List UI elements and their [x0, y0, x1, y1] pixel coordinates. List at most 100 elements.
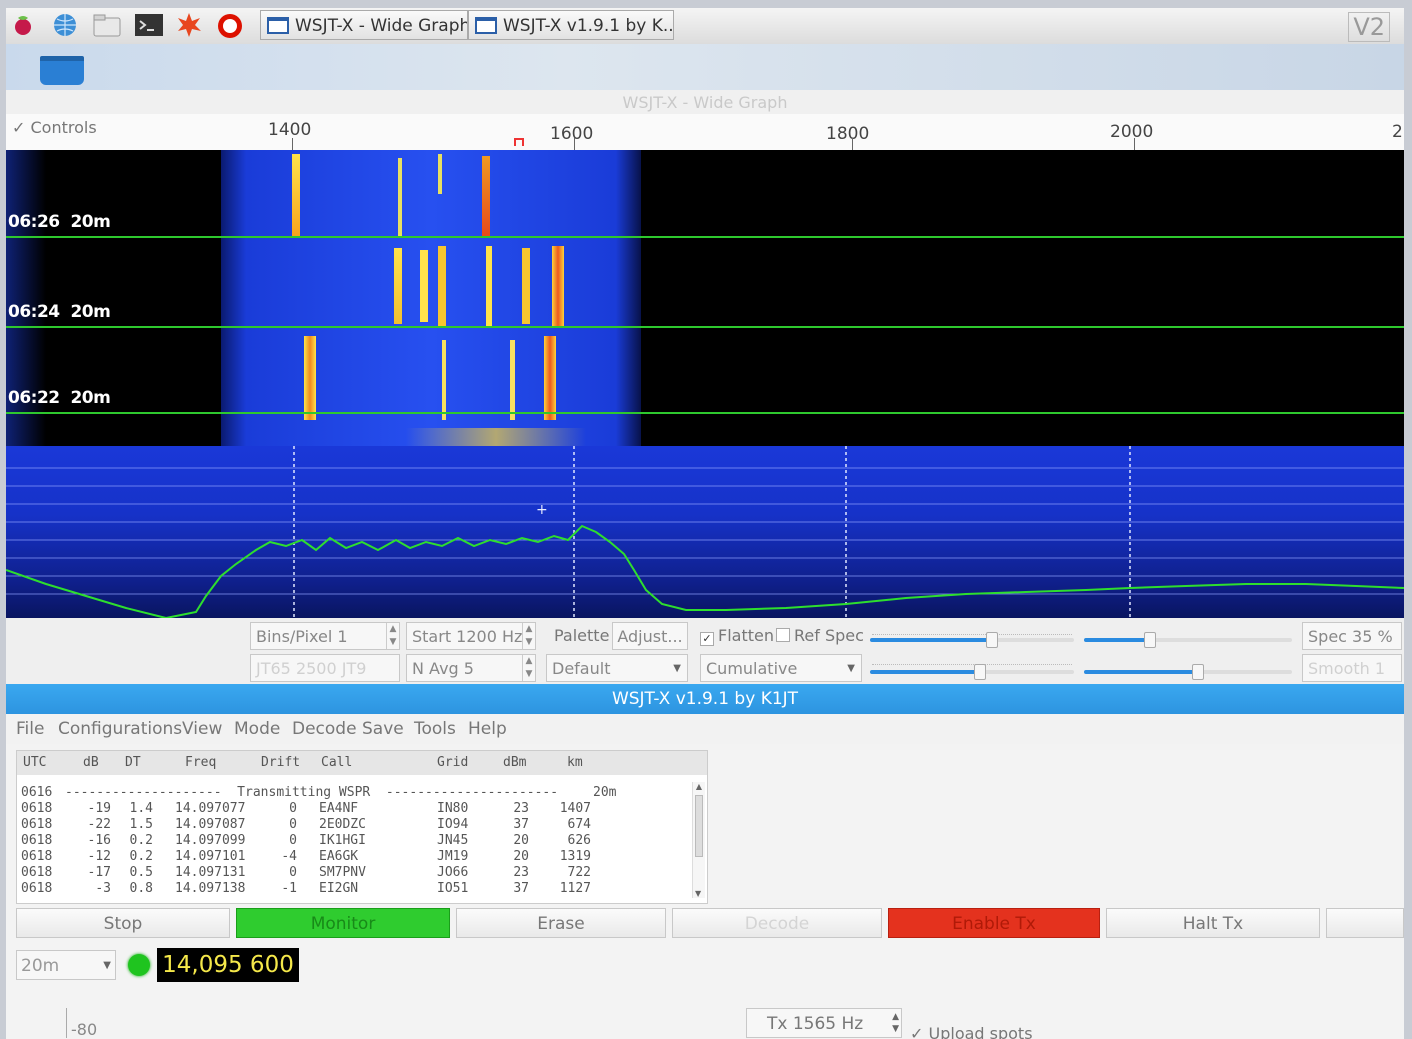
scroll-up-icon[interactable]: ▲ [695, 782, 703, 791]
menu-save[interactable]: Save [362, 719, 404, 739]
cell-db: -19 [87, 801, 111, 816]
cell-call: 2E0DZC [319, 817, 366, 832]
palette-select[interactable]: Default ▼ [546, 654, 688, 682]
burst-app-icon[interactable] [176, 12, 202, 38]
zero-slider[interactable] [1084, 632, 1292, 648]
spectrum-plot[interactable]: + [6, 446, 1404, 618]
file-manager-icon[interactable] [92, 12, 121, 38]
slider-knob[interactable] [1144, 632, 1156, 648]
menu-help[interactable]: Help [468, 719, 507, 739]
window-icon [267, 17, 289, 34]
tx-frequency-spinbox[interactable]: Tx 1565 Hz ▲ ▼ [746, 1008, 902, 1038]
upload-spots-checkbox[interactable]: ✓ Upload spots [910, 1024, 1033, 1039]
avg-slider[interactable] [870, 664, 1074, 680]
menu-mode[interactable]: Mode [234, 719, 281, 739]
tx-frequency-marker[interactable] [514, 138, 524, 146]
task-wsjtx-main[interactable]: WSJT-X v1.9.1 by K... [468, 10, 674, 40]
table-row[interactable]: 0618 -19 1.4 14.097077 0 EA4NF IN80 23 1407 [17, 801, 707, 817]
task-wide-graph[interactable]: WSJT-X - Wide Graph [260, 10, 468, 40]
band-select[interactable]: 20m ▼ [16, 950, 116, 980]
cell-freq: 14.097087 [175, 817, 246, 832]
slider-knob[interactable] [1192, 664, 1204, 680]
cell-freq: 14.097138 [175, 881, 246, 896]
cell-call: EA6GK [319, 849, 359, 864]
wspr-trace [442, 340, 446, 420]
adjust-button[interactable]: Adjust... [612, 622, 688, 650]
decode-scrollbar[interactable]: ▲ ▼ [692, 782, 705, 898]
cell-db: -17 [87, 865, 111, 880]
menu-configurations[interactable]: Configurations [58, 719, 183, 739]
cell-freq: 14.097101 [175, 849, 246, 864]
cell-dbm: 37 [513, 881, 529, 896]
decode-button[interactable]: Decode [672, 908, 882, 938]
menu-bar: File Configurations View Mode Decode Sav… [6, 714, 1404, 744]
wspr-trace [510, 340, 515, 420]
controls-checkbox[interactable]: ✓ Controls [12, 118, 97, 137]
cell-drift: 0 [289, 865, 297, 880]
enable-tx-button[interactable]: Enable Tx [888, 908, 1100, 938]
spin-arrows-icon[interactable]: ▲ ▼ [892, 1012, 899, 1034]
cell-call: EA4NF [319, 801, 359, 816]
flatten-checkbox[interactable]: ✓ Flatten [700, 626, 774, 646]
signal-band [221, 150, 641, 446]
menu-file[interactable]: File [16, 719, 45, 739]
scroll-thumb[interactable] [695, 795, 703, 857]
wspr-trace [304, 336, 316, 420]
spec-percent-spinbox[interactable]: Spec 35 % [1302, 622, 1402, 650]
spin-arrows-icon[interactable]: ▲ ▼ [522, 655, 535, 681]
trash-icon[interactable] [40, 56, 84, 85]
timestamp-line [6, 326, 1404, 328]
monitor-button[interactable]: Monitor [236, 908, 450, 938]
overflow-button[interactable] [1326, 908, 1404, 938]
stop-button[interactable]: Stop [16, 908, 230, 938]
table-row[interactable]: 0618 -16 0.2 14.097099 0 IK1HGI JN45 20 626 [17, 833, 707, 849]
scroll-down-icon[interactable]: ▼ [695, 889, 702, 898]
spectrum-mode-select[interactable]: Cumulative ▼ [700, 654, 862, 682]
menu-view[interactable]: View [182, 719, 223, 739]
vnc-icon[interactable]: V2 [1348, 12, 1390, 42]
wolfram-icon[interactable] [216, 12, 242, 38]
gain-slider[interactable] [870, 632, 1074, 648]
cell-db: -16 [87, 833, 111, 848]
cell-call: EI2GN [319, 881, 359, 896]
table-header: UTC dB DT Freq Drift Call Grid dBm km [17, 751, 707, 775]
spectrum-svg: + [6, 446, 1404, 618]
table-row[interactable]: 0618 -22 1.5 14.097087 0 2E0DZC IO94 37 674 [17, 817, 707, 833]
spin-arrows-icon[interactable]: ▲ ▼ [386, 623, 399, 649]
menu-decode[interactable]: Decode [292, 719, 357, 739]
wspr-trace [544, 336, 556, 420]
cell-dt: 1.5 [129, 817, 153, 832]
raspberry-menu-icon[interactable] [10, 12, 36, 38]
menu-tools[interactable]: Tools [414, 719, 456, 739]
level-slider[interactable] [1084, 664, 1292, 680]
check-icon: ✓ [700, 632, 714, 646]
start-hz-spinbox[interactable]: Start 1200 Hz ▲ ▼ [406, 622, 536, 650]
cell-drift: 0 [289, 801, 297, 816]
web-browser-icon[interactable] [52, 12, 78, 38]
slider-knob[interactable] [974, 664, 986, 680]
waterfall[interactable]: 06:26 20m 06:24 20m 06:22 20m [6, 150, 1404, 446]
erase-button[interactable]: Erase [456, 908, 666, 938]
halt-tx-button[interactable]: Halt Tx [1106, 908, 1320, 938]
ruler-tick [1134, 138, 1135, 150]
bins-per-pixel-spinbox[interactable]: Bins/Pixel 1 ▲ ▼ [250, 622, 400, 650]
spin-arrows-icon[interactable]: ▲ ▼ [522, 623, 535, 649]
terminal-icon[interactable] [134, 12, 163, 38]
table-row[interactable]: 0618 -17 0.5 14.097131 0 SM7PNV JO66 23 722 [17, 865, 707, 881]
window-icon [475, 17, 497, 34]
main-window-title: WSJT-X v1.9.1 by K1JT [6, 684, 1404, 714]
slider-knob[interactable] [986, 632, 998, 648]
slider-ticks [872, 628, 1072, 635]
cell-drift: 0 [289, 817, 297, 832]
cell-grid: IO51 [437, 881, 469, 896]
cell-freq: 14.097131 [175, 865, 246, 880]
cell-km: 1407 [559, 801, 591, 816]
ruler-tick [852, 138, 853, 150]
cell-km: 1319 [559, 849, 591, 864]
ref-spec-checkbox[interactable]: Ref Spec [776, 626, 864, 645]
table-row[interactable]: 0618 -12 0.2 14.097101 -4 EA6GK JM19 20 1319 [17, 849, 707, 865]
n-avg-spinbox[interactable]: N Avg 5 ▲ ▼ [406, 654, 536, 682]
decode-table[interactable]: UTC dB DT Freq Drift Call Grid dBm km 06… [16, 750, 708, 904]
table-row[interactable]: 0618 -3 0.8 14.097138 -1 EI2GN IO51 37 1127 [17, 881, 707, 897]
ruler-tick [292, 138, 293, 150]
